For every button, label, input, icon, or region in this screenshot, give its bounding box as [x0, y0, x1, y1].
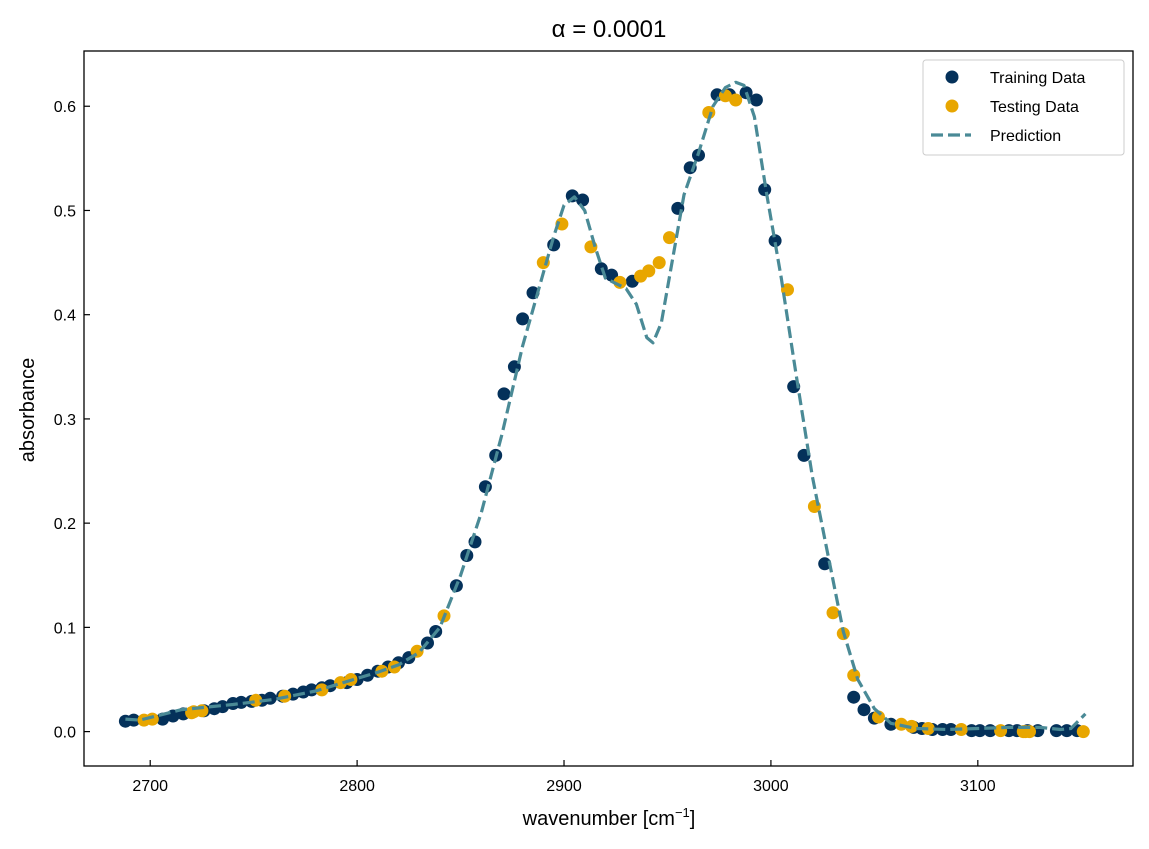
training-data-point: [234, 695, 248, 709]
y-tick-label: 0.1: [54, 620, 76, 637]
testing-data-point: [702, 106, 716, 119]
legend-swatch-training: [945, 70, 959, 84]
testing-data-point: [663, 231, 676, 245]
legend-label: Training Data: [990, 70, 1086, 87]
training-data-point: [847, 690, 861, 704]
training-data-point: [768, 234, 782, 248]
x-axis-title: wavenumber [cm−1]: [522, 805, 696, 830]
testing-data-point: [642, 264, 656, 278]
y-axis-title: absorbance: [17, 358, 39, 463]
x-tick-label: 2700: [132, 778, 168, 795]
y-tick-label: 0.5: [54, 203, 76, 220]
x-axis-title-text: wavenumber [cm: [522, 808, 675, 830]
training-data-point: [749, 93, 763, 107]
x-tick-label: 2800: [339, 778, 375, 795]
axes: 2700 2800 2900 3000 3100 0.0 0.1 0.2 0.3 0.4 0.5 0.…: [54, 50, 1134, 795]
y-tick-label: 0.4: [54, 308, 76, 325]
training-data-point: [497, 387, 511, 401]
training-data-point: [305, 683, 319, 697]
training-data-point: [576, 193, 590, 207]
y-tick-label: 0.6: [54, 99, 76, 116]
legend-box: [922, 59, 1125, 156]
x-axis-title-superscript: −1: [675, 805, 690, 820]
x-tick-label: 2900: [546, 778, 582, 795]
legend: Training Data Testing Data Prediction: [922, 59, 1125, 156]
testing-data-point: [826, 606, 840, 620]
x-tick-label: 3100: [960, 778, 996, 795]
training-data-point: [516, 312, 530, 326]
legend-label: Testing Data: [990, 99, 1079, 116]
x-tick-label: 3000: [753, 778, 789, 795]
training-data-point: [216, 700, 230, 714]
chart-title: α = 0.0001: [552, 16, 667, 43]
prediction-line: [125, 80, 1087, 732]
testing-data-point: [652, 256, 666, 270]
testing-data-point: [555, 217, 569, 231]
testing-data-point: [315, 683, 329, 697]
y-tick-label: 0.0: [54, 725, 76, 742]
y-tick-label: 0.2: [54, 516, 76, 533]
y-tick-label: 0.3: [54, 412, 76, 429]
testing-data-point: [145, 712, 159, 726]
x-axis-title-suffix: ]: [690, 808, 696, 830]
legend-swatch-testing: [945, 99, 959, 113]
training-data-point: [818, 557, 832, 571]
testing-data-point: [1076, 725, 1090, 739]
plot-area: [118, 80, 1090, 739]
testing-data-point: [729, 93, 743, 107]
plot-frame: [83, 50, 1134, 767]
legend-label: Prediction: [990, 128, 1061, 145]
training-data-point: [857, 703, 871, 717]
